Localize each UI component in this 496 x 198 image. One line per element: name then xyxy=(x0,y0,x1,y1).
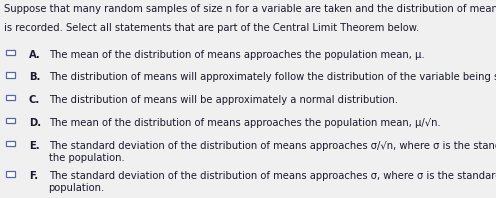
Text: B.: B. xyxy=(29,72,40,82)
Text: E.: E. xyxy=(29,141,39,151)
Text: The standard deviation of the distribution of means approaches σ/√n, where σ is : The standard deviation of the distributi… xyxy=(49,141,496,163)
Text: The distribution of means will approximately follow the distribution of the vari: The distribution of means will approxima… xyxy=(49,72,496,82)
Bar xyxy=(6,118,15,123)
Bar xyxy=(6,72,15,78)
Text: The mean of the distribution of means approaches the population mean, μ/√n.: The mean of the distribution of means ap… xyxy=(49,118,440,128)
Text: is recorded. Select all statements that are part of the Central Limit Theorem be: is recorded. Select all statements that … xyxy=(4,23,419,33)
Text: The distribution of means will be approximately a normal distribution.: The distribution of means will be approx… xyxy=(49,95,398,105)
Bar xyxy=(6,95,15,100)
Text: Suppose that many random samples of size n for a variable are taken and the dist: Suppose that many random samples of size… xyxy=(4,4,496,14)
Text: F.: F. xyxy=(29,171,38,181)
Bar xyxy=(6,141,15,146)
Text: D.: D. xyxy=(29,118,41,128)
Text: C.: C. xyxy=(29,95,40,105)
Bar xyxy=(6,171,15,177)
Text: The standard deviation of the distribution of means approaches σ, where σ is the: The standard deviation of the distributi… xyxy=(49,171,496,193)
Text: The mean of the distribution of means approaches the population mean, μ.: The mean of the distribution of means ap… xyxy=(49,50,424,60)
Text: A.: A. xyxy=(29,50,41,60)
Bar xyxy=(6,50,15,55)
